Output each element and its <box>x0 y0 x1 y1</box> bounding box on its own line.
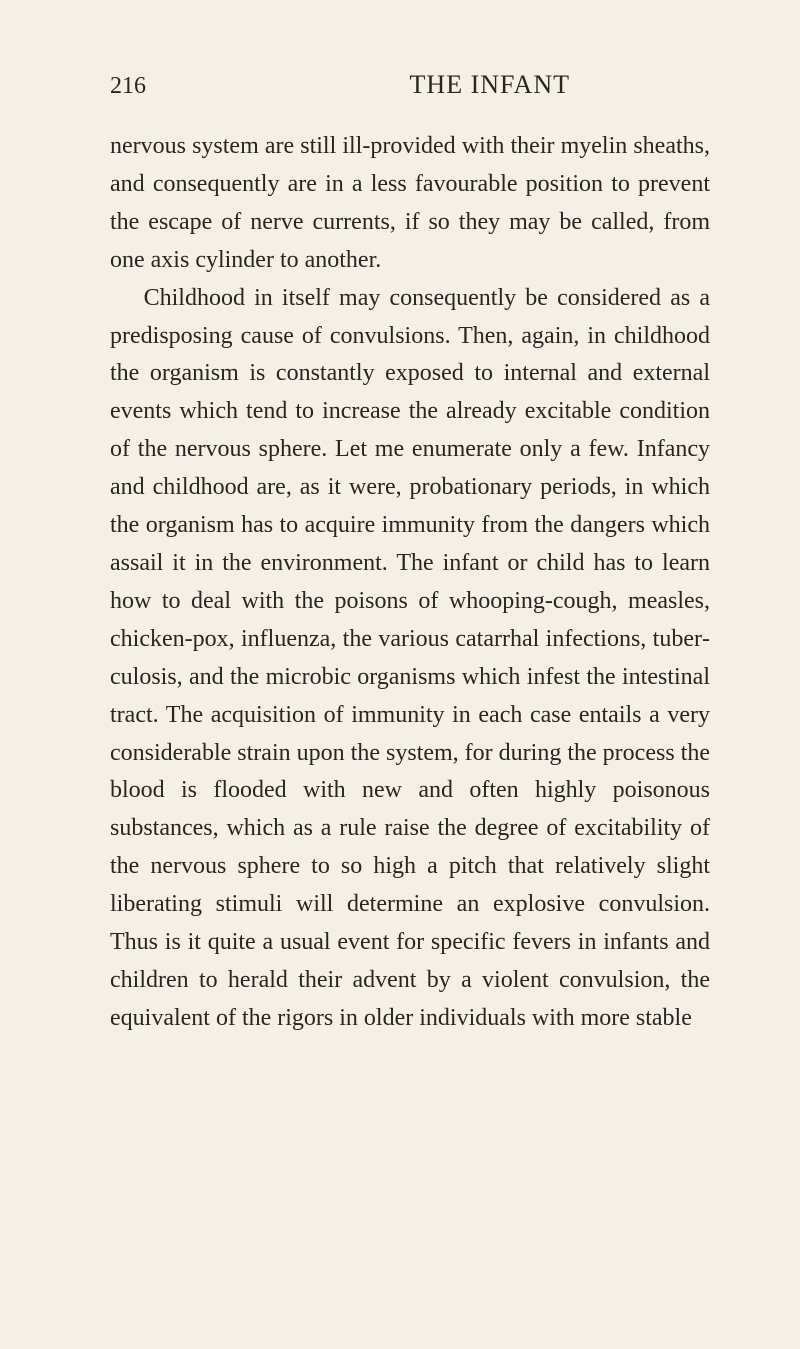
page-title: THE INFANT <box>410 70 570 100</box>
page-header: 216 THE INFANT <box>110 70 710 100</box>
page-number: 216 <box>110 73 146 100</box>
body-text: nervous system are still ill-provided wi… <box>110 128 710 1038</box>
paragraph-2: Childhood in itself may consequently be … <box>110 280 710 1038</box>
paragraph-1: nervous system are still ill-provided wi… <box>110 128 710 280</box>
